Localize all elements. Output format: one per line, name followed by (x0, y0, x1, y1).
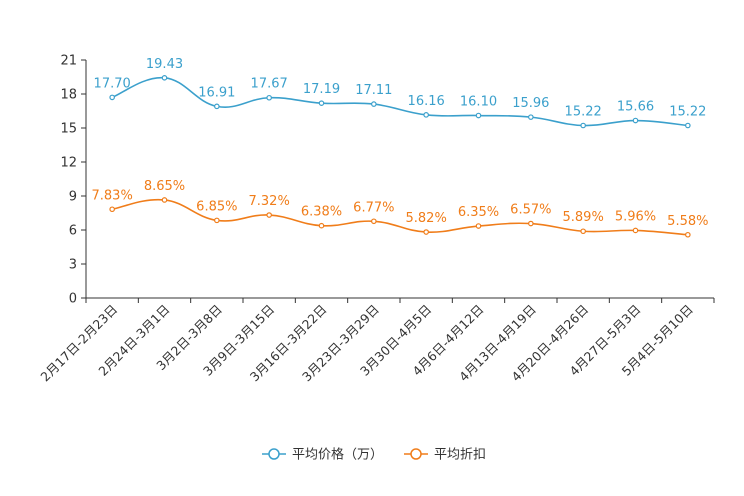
y-tick-label: 0 (69, 292, 77, 307)
y-tick-label: 6 (69, 224, 77, 239)
data-point (214, 217, 220, 224)
legend: 平均价格（万） 平均折扣 (262, 447, 486, 463)
data-point (161, 74, 168, 81)
data-point (161, 197, 168, 203)
legend-item-2[interactable]: 平均折扣 (404, 448, 486, 463)
legend-marker-icon (410, 448, 422, 460)
data-label: 15.22 (669, 105, 706, 120)
y-tick-label: 18 (60, 88, 77, 103)
data-point (632, 117, 639, 124)
y-axis-group: 0 3 6 9 12 15 18 21 (60, 54, 87, 307)
series-1: 17.70 19.43 16.91 17.67 17.19 17.11 16.16 16.10… (94, 57, 706, 129)
data-point (423, 112, 429, 118)
data-label: 17.11 (355, 83, 392, 98)
data-label: 15.22 (565, 105, 602, 120)
data-point (266, 212, 272, 218)
data-point (528, 220, 534, 227)
legend-label: 平均价格（万） (292, 447, 383, 463)
series-line (111, 76, 688, 127)
legend-marker-icon (268, 448, 280, 460)
data-point (528, 114, 534, 120)
series-group: 17.70 19.43 16.91 17.67 17.19 17.11 16.16 16.10… (92, 57, 708, 238)
data-point (109, 206, 115, 213)
data-point (475, 112, 482, 119)
data-point (318, 222, 325, 229)
data-label: 8.65% (144, 179, 185, 194)
data-label: 6.85% (196, 199, 237, 214)
data-point (685, 122, 691, 129)
y-tick-label: 3 (69, 258, 77, 273)
series-2: 7.83% 8.65% 6.85% 7.32% 6.38% 6.77% 5.82% 6.35%… (92, 179, 708, 238)
data-label: 6.57% (510, 203, 551, 218)
data-point (423, 229, 429, 235)
legend-label: 平均折扣 (434, 448, 486, 463)
y-tick-label: 9 (69, 190, 77, 205)
y-tick-label: 12 (60, 156, 77, 171)
data-label: 5.58% (667, 214, 708, 229)
data-point (371, 218, 377, 225)
data-label: 15.96 (512, 96, 549, 111)
data-label: 6.77% (353, 200, 394, 215)
y-tick-label: 21 (60, 54, 77, 69)
data-label: 17.67 (251, 77, 288, 92)
legend-item-1[interactable]: 平均价格（万） (262, 447, 383, 463)
data-label: 5.96% (615, 209, 656, 224)
data-point (214, 103, 220, 110)
data-label: 16.10 (460, 95, 497, 110)
data-point (685, 231, 691, 238)
x-axis-group: 2月17日-2月23日2月24日-3月1日3月2日-3月8日3月9日-3月15日… (37, 297, 715, 384)
data-point (371, 101, 377, 107)
data-point (266, 94, 272, 101)
data-label: 19.43 (146, 57, 183, 72)
data-label: 6.38% (301, 205, 342, 220)
data-label: 6.35% (458, 205, 499, 220)
data-label: 17.70 (94, 76, 131, 91)
data-label: 16.91 (198, 85, 235, 100)
data-point (632, 227, 639, 234)
data-point (580, 122, 586, 129)
data-label: 15.66 (617, 100, 654, 115)
y-tick-label: 15 (60, 122, 77, 137)
data-label: 5.82% (406, 211, 447, 226)
data-label: 16.16 (408, 94, 445, 109)
data-point (318, 100, 325, 106)
series-line (112, 198, 688, 236)
data-label: 7.32% (249, 194, 290, 209)
data-label: 5.89% (563, 210, 604, 225)
data-label: 7.83% (92, 188, 133, 203)
data-point (475, 223, 482, 229)
data-point (580, 228, 586, 235)
data-label: 17.19 (303, 82, 340, 97)
data-point (109, 94, 115, 101)
